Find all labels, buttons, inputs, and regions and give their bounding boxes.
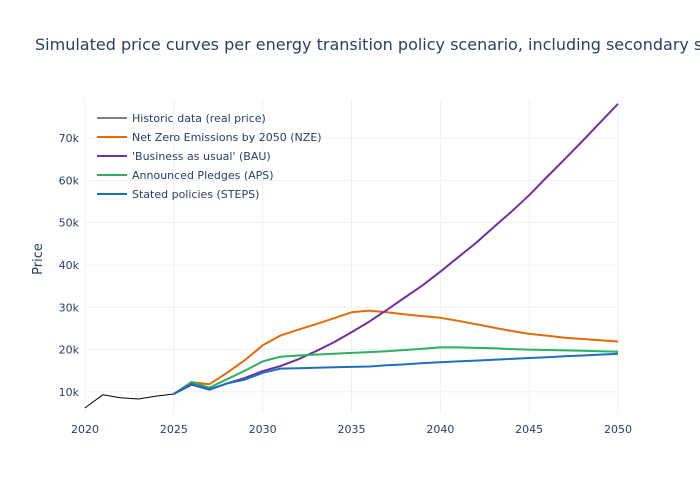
series-line-2 [173,103,619,395]
x-tick-label: 2020 [71,423,99,436]
y-tick-label: 60k [59,174,80,187]
legend: Historic data (real price) Net Zero Emiss… [97,112,322,201]
x-tick-label: 2025 [160,423,188,436]
legend-label-3: Announced Pledges (APS) [132,169,274,182]
y-tick-label: 20k [59,344,80,357]
y-tick-label: 50k [59,217,80,230]
x-tick-label: 2040 [426,423,454,436]
series-line-3 [173,346,619,395]
series-line-1 [173,309,619,395]
series-line-0 [84,393,174,409]
x-tick-label: 2045 [515,423,543,436]
grid [84,100,619,413]
axes: 2020 2025 2030 2035 2040 2045 2050 10k 20k 30k 40k… [59,132,632,436]
x-tick-label: 2050 [604,423,632,436]
y-tick-label: 30k [59,301,80,314]
y-tick-label: 70k [59,132,80,145]
y-axis-title: Price [31,243,46,275]
y-tick-label: 10k [59,386,80,399]
x-tick-label: 2035 [338,423,366,436]
series-line-4 [173,352,619,395]
chart-title: Simulated price curves per energy transi… [35,35,700,54]
y-tick-label: 40k [59,259,80,272]
legend-label-0: Historic data (real price) [132,112,266,125]
legend-label-4: Stated policies (STEPS) [132,188,259,201]
x-tick-label: 2030 [249,423,277,436]
series-lines [84,103,619,409]
legend-label-1: Net Zero Emissions by 2050 (NZE) [132,131,322,144]
legend-label-2: 'Business as usual' (BAU) [132,150,271,163]
